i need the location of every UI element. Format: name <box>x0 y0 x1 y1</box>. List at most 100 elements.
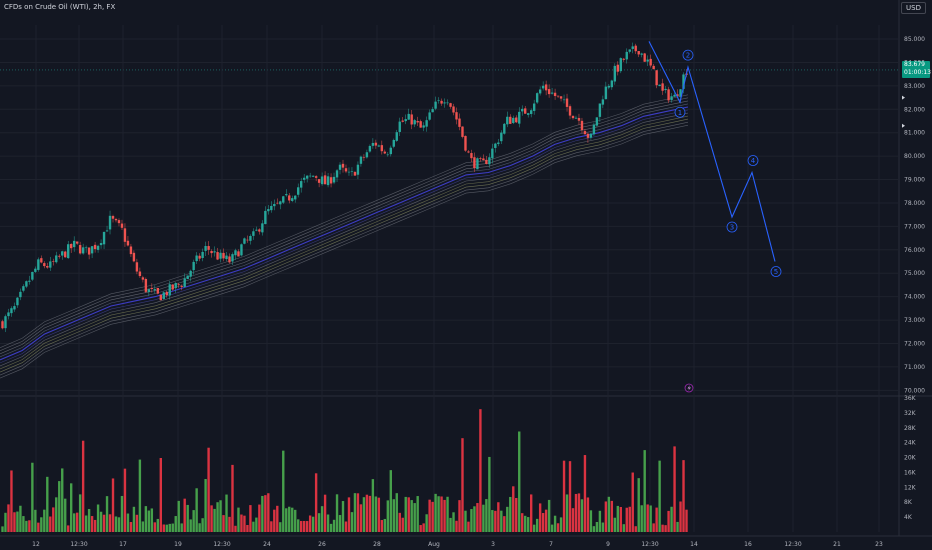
candle-body <box>634 45 637 52</box>
time-axis[interactable]: 12 12:30 17 19 12:30 24 26 28 Aug 3 7 9 12:30 14 16 12:… <box>0 535 932 550</box>
volume-tick-label: 16K <box>904 469 917 476</box>
volume-bar <box>28 520 31 532</box>
candle-body <box>661 83 664 91</box>
candle-body <box>210 251 213 254</box>
volume-bar <box>243 515 246 532</box>
candle-body <box>165 291 168 296</box>
candle-body <box>571 115 575 119</box>
candle-body <box>186 275 189 280</box>
candle-body <box>305 175 309 179</box>
volume-bar <box>156 518 160 532</box>
volume-bar <box>40 517 43 532</box>
candle-body <box>461 126 464 137</box>
candle-body <box>84 247 88 249</box>
candle-body <box>431 109 434 113</box>
candle-body <box>503 123 506 134</box>
volume-bar <box>610 500 614 532</box>
candle-body <box>362 156 366 158</box>
candle-body <box>350 171 354 172</box>
candle-body <box>670 96 673 101</box>
candle-body <box>297 187 300 195</box>
candle-body <box>111 216 115 219</box>
candle-body <box>240 244 243 256</box>
volume-bar <box>583 455 587 532</box>
candle-body <box>473 157 476 169</box>
volume-bar <box>398 512 401 532</box>
volume-bar <box>111 478 115 532</box>
candle-body <box>25 281 28 287</box>
candle-body <box>538 89 542 94</box>
volume-bar <box>49 516 52 532</box>
price-tick-label: 71.000 <box>904 364 925 371</box>
candle-body <box>410 114 413 125</box>
volume-bar <box>446 496 449 532</box>
wave-path[interactable] <box>648 41 776 262</box>
volume-tick-label: 36K <box>904 395 917 402</box>
volume-tick-label: 8K <box>904 499 913 506</box>
volume-bar <box>180 523 183 532</box>
volume-bar <box>332 519 336 532</box>
candle-body <box>96 245 100 250</box>
candle-body <box>631 46 634 49</box>
price-tick-label: 78.000 <box>904 200 925 207</box>
volume-bar <box>34 509 37 532</box>
time-tick-label: 17 <box>119 541 127 548</box>
volume-bar <box>425 514 428 532</box>
volume-bar <box>10 470 13 532</box>
candle-body <box>467 151 470 153</box>
candle-body <box>335 170 339 178</box>
candle-body <box>625 51 628 60</box>
volume-bar <box>225 494 228 532</box>
volume-bar <box>165 524 168 532</box>
candle-body <box>476 158 479 170</box>
candle-body <box>559 96 563 99</box>
volume-bar <box>374 496 378 532</box>
volume-bar <box>485 499 488 532</box>
volume-bar <box>174 516 177 532</box>
wave-label-circle[interactable] <box>674 106 686 118</box>
volume-bar <box>43 509 46 532</box>
elliott-wave-projection[interactable]: 1 2 3 4 5 <box>648 41 782 393</box>
candle-body <box>470 153 473 159</box>
candle-body <box>126 240 130 246</box>
volume-bar <box>108 514 112 532</box>
volume-bar <box>497 502 500 532</box>
wave-label-circle[interactable] <box>747 155 759 166</box>
volume-bar <box>377 497 381 532</box>
moving-average-ribbon <box>0 94 689 379</box>
candle-body <box>192 261 195 271</box>
candle-body <box>541 85 545 89</box>
candle-body <box>168 284 171 296</box>
volume-bar <box>52 507 55 532</box>
wave-label-circle[interactable] <box>770 266 782 277</box>
candle-body <box>518 111 521 124</box>
volume-bar <box>141 521 145 532</box>
candle-body <box>589 133 593 138</box>
time-tick-label: 12:30 <box>213 541 230 548</box>
candle-body <box>628 49 631 52</box>
candle-body <box>294 195 297 200</box>
volume-bar <box>99 511 103 532</box>
price-candles <box>1 42 688 333</box>
candle-body <box>664 88 667 91</box>
chart-title: CFDs on Crude Oil (WTI), 2h, FX <box>4 3 116 11</box>
candle-body <box>506 116 509 125</box>
volume-bar <box>258 504 261 532</box>
candle-body <box>282 196 285 203</box>
currency-button[interactable]: USD <box>901 2 926 14</box>
candle-body <box>129 246 133 255</box>
time-tick-label: 16 <box>744 541 752 548</box>
wave-label: 5 <box>774 268 778 276</box>
volume-bar <box>383 518 387 532</box>
candle-body <box>380 145 384 152</box>
time-axis-background <box>0 536 932 550</box>
wave-label-circle[interactable] <box>682 49 694 61</box>
price-tick-label: 77.000 <box>904 223 925 230</box>
volume-bar <box>538 503 542 532</box>
wave-label-circle[interactable] <box>726 221 738 233</box>
volume-bar <box>679 501 682 532</box>
volume-bar <box>132 506 136 532</box>
volume-bar <box>416 496 419 532</box>
volume-bar <box>619 506 622 532</box>
